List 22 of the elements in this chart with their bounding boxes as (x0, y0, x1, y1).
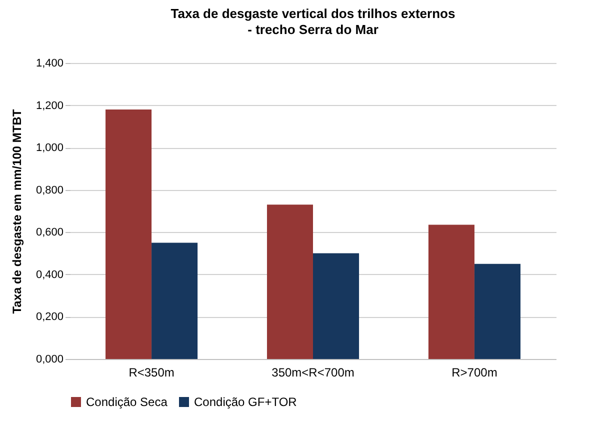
y-tick-label: 0,800 (36, 184, 64, 196)
bar (428, 224, 474, 359)
bar (152, 242, 198, 359)
chart-subtitle: - trecho Serra do Mar (248, 22, 378, 37)
legend-label: Condição Seca (86, 395, 168, 409)
bar (313, 253, 360, 359)
x-tick-label: 350m<R<700m (272, 366, 354, 380)
y-tick-label: 0,600 (36, 226, 64, 239)
y-tick-label: 1,400 (36, 58, 64, 70)
bar (266, 204, 313, 359)
y-axis-title: Taxa de desgaste em mm/100 MTBT (10, 108, 24, 314)
x-tick-label: R>700m (452, 366, 498, 380)
bar (106, 110, 152, 359)
legend-label: Condição GF+TOR (194, 395, 298, 409)
bar (474, 264, 520, 359)
y-tick-label: 0,200 (36, 311, 64, 324)
y-tick-label: 0,000 (36, 354, 64, 366)
y-tick-label: 1,000 (36, 142, 64, 154)
x-tick-label: R<350m (128, 366, 174, 380)
y-tick-label: 0,400 (36, 268, 64, 281)
y-tick-label: 1,200 (36, 100, 64, 112)
chart-title: Taxa de desgaste vertical dos trilhos externos (170, 6, 456, 21)
